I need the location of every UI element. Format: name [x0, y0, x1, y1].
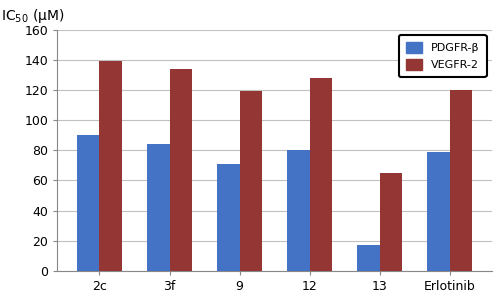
Bar	[77, 135, 99, 271]
Bar	[450, 90, 472, 271]
Text: IC$_{50}$ (μM): IC$_{50}$ (μM)	[0, 7, 64, 25]
Legend: PDGFR-β, VEGFR-2: PDGFR-β, VEGFR-2	[399, 35, 487, 77]
Bar	[357, 245, 380, 271]
Bar	[99, 61, 122, 271]
Bar	[170, 69, 192, 271]
Bar	[310, 78, 332, 271]
Bar	[380, 173, 402, 271]
Bar	[147, 144, 170, 271]
Bar	[217, 164, 240, 271]
Bar	[428, 152, 450, 271]
Bar	[287, 150, 310, 271]
Bar	[240, 92, 262, 271]
